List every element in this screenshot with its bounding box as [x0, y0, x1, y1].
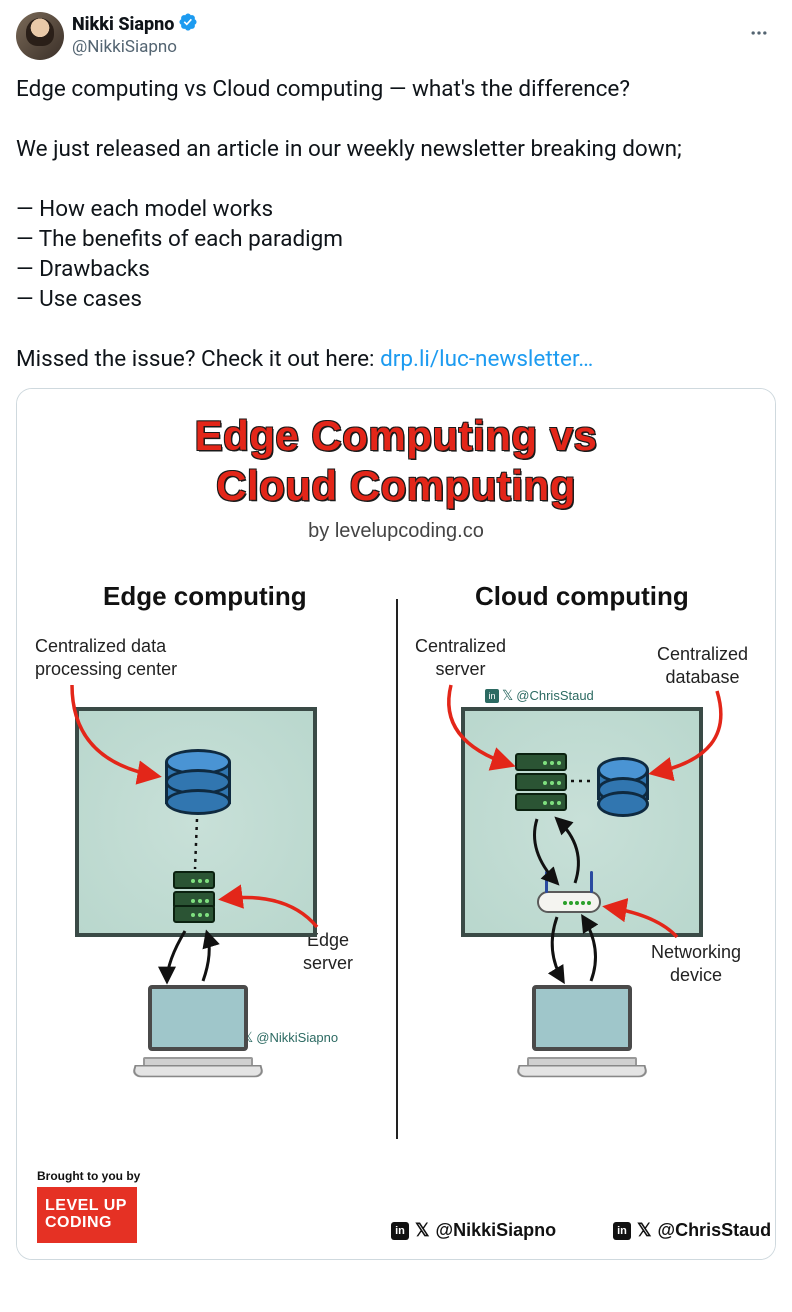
newsletter-link[interactable]: drp.li/luc-newsletter… [380, 346, 593, 372]
tweet-line: Edge computing vs Cloud computing — what… [16, 76, 630, 102]
left-label-top: Centralized dataprocessing center [35, 635, 177, 680]
display-name[interactable]: Nikki Siapno [72, 14, 174, 35]
more-menu-button[interactable] [742, 16, 776, 50]
right-label-server: Centralizedserver [415, 635, 506, 680]
left-heading: Edge computing [103, 581, 307, 612]
tweet-line: — Use cases [16, 286, 142, 312]
column-divider [396, 599, 398, 1139]
author-block: Nikki Siapno @NikkiSiapno [72, 12, 198, 57]
infographic-image: Edge Computing vs Cloud Computing by lev… [17, 389, 775, 1259]
tweet-header: Nikki Siapno @NikkiSiapno [16, 12, 776, 60]
database-icon [597, 757, 649, 813]
infographic-footer: Brought to you by LEVEL UP CODING in𝕏 @N… [17, 1169, 775, 1259]
tweet-line: Missed the issue? Check it out here: [16, 346, 380, 372]
author-handle[interactable]: @NikkiSiapno [72, 37, 198, 57]
levelupcoding-logo: LEVEL UP CODING [37, 1187, 137, 1243]
credit-1: in𝕏 @NikkiSiapno [391, 1220, 556, 1241]
twitter-mini-icon: 𝕏 [502, 687, 513, 704]
linkedin-mini-icon: in [485, 689, 499, 703]
infographic-byline: by levelupcoding.co [17, 520, 775, 543]
avatar[interactable] [16, 12, 64, 60]
database-icon [165, 749, 231, 817]
router-icon [537, 891, 601, 913]
tweet-line: — Drawbacks [16, 256, 150, 282]
right-heading: Cloud computing [475, 581, 689, 612]
infographic-title: Edge Computing vs Cloud Computing [17, 389, 775, 510]
infographic-columns: Edge computing Cloud computing Centraliz… [17, 581, 775, 1169]
laptop-icon [517, 985, 647, 1085]
twitter-icon: 𝕏 [637, 1220, 652, 1241]
right-label-networking: Networkingdevice [651, 941, 741, 986]
tweet-media-card[interactable]: Edge Computing vs Cloud Computing by lev… [16, 388, 776, 1260]
edge-server-icon [173, 871, 215, 923]
tweet-line: — How each model works [16, 196, 273, 222]
tweet-line: — The benefits of each paradigm [16, 226, 343, 252]
right-label-database: Centralizeddatabase [657, 643, 748, 688]
linkedin-icon: in [613, 1222, 631, 1240]
laptop-icon [133, 985, 263, 1085]
credit-2: in𝕏 @ChrisStaud [613, 1220, 771, 1241]
server-rack-icon [515, 753, 567, 815]
linkedin-icon: in [391, 1222, 409, 1240]
tweet-text: Edge computing vs Cloud computing — what… [16, 74, 776, 374]
brought-label: Brought to you by [37, 1169, 140, 1183]
twitter-icon: 𝕏 [415, 1220, 430, 1241]
tweet-line: We just released an article in our weekl… [16, 136, 682, 162]
verified-badge-icon [178, 12, 198, 36]
watermark-right: in𝕏 @ChrisStaud [485, 687, 594, 704]
